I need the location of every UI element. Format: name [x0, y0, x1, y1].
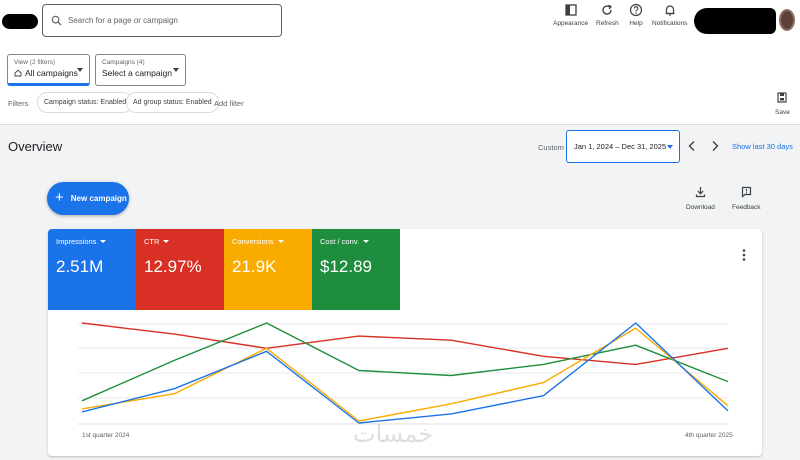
home-icon	[14, 69, 22, 77]
bell-icon	[665, 5, 675, 16]
save-icon	[777, 92, 788, 103]
download-icon	[695, 187, 706, 198]
date-range-picker[interactable]: Jan 1, 2024 – Dec 31, 2025	[566, 130, 680, 163]
metric-label: Cost / conv.	[320, 237, 360, 246]
chevron-down-icon	[363, 240, 370, 243]
campaign-picker-caption: Campaigns (4)	[102, 59, 145, 66]
feedback-button[interactable]: Feedback	[732, 186, 761, 211]
filter-toolbar: View (2 filters) All campaigns Campaigns…	[0, 45, 800, 125]
performance-chart	[78, 322, 729, 425]
filters-label: Filters	[8, 99, 29, 108]
metric-value: 2.51M	[56, 257, 104, 276]
filter-chip-campaign-status[interactable]: Campaign status: Enabled	[37, 92, 134, 113]
refresh-icon	[602, 4, 613, 15]
metric-label: CTR	[144, 237, 160, 246]
filter-chip-ad-group-status[interactable]: Ad group status: Enabled	[126, 92, 219, 113]
chevron-down-icon	[277, 240, 284, 243]
metric-tile-cost-per-conversion[interactable]: Cost / conv. $12.89	[312, 229, 400, 310]
feedback-icon	[741, 186, 751, 198]
metric-tile-conversions[interactable]: Conversions 21.9K	[224, 229, 312, 310]
help-icon	[629, 3, 643, 17]
show-last-30-days-link[interactable]: Show last 30 days	[732, 142, 793, 151]
metric-value: $12.89	[320, 257, 372, 276]
metric-value: 12.97%	[144, 257, 202, 276]
metric-tile-impressions[interactable]: Impressions 2.51M	[48, 229, 136, 310]
download-button[interactable]: Download	[686, 186, 715, 211]
appearance-icon	[564, 4, 577, 16]
series-line-conversions	[81, 327, 729, 422]
metric-tile-ctr[interactable]: CTR 12.97%	[136, 229, 224, 310]
view-picker-caption: View (2 filters)	[14, 59, 56, 66]
notifications-button[interactable]: Notifications	[652, 3, 687, 37]
date-range-value: Jan 1, 2024 – Dec 31, 2025	[574, 142, 667, 151]
x-axis-start-label: 1st quarter 2024	[82, 432, 130, 439]
search-input[interactable]	[68, 16, 268, 25]
help-button[interactable]: Help	[629, 3, 643, 37]
appearance-label: Appearance	[553, 20, 589, 27]
feedback-label: Feedback	[732, 204, 761, 211]
chevron-left-icon[interactable]	[687, 140, 697, 152]
save-label: Save	[775, 109, 790, 116]
campaign-picker[interactable]: Campaigns (4) Select a campaign	[95, 54, 186, 86]
metric-label: Conversions	[232, 237, 274, 246]
new-campaign-button[interactable]: + New campaign	[47, 182, 129, 215]
appearance-button[interactable]: Appearance	[553, 3, 588, 37]
date-range-mode-label: Custom	[538, 143, 564, 152]
view-picker-value: All campaigns	[25, 68, 78, 78]
x-axis-end-label: 4th quarter 2025	[685, 432, 733, 439]
notifications-label: Notifications	[652, 20, 688, 27]
page-title: Overview	[8, 139, 63, 154]
add-filter-button[interactable]: Add filter	[214, 99, 244, 108]
series-line-cost-conv	[81, 322, 729, 402]
search-icon	[51, 15, 62, 26]
save-button[interactable]: Save	[775, 92, 790, 116]
refresh-button[interactable]: Refresh	[596, 3, 619, 37]
refresh-label: Refresh	[596, 20, 619, 27]
plus-icon: +	[55, 189, 64, 206]
series-line-impressions	[81, 322, 729, 424]
metric-label: Impressions	[56, 237, 97, 246]
performance-card: Impressions 2.51M CTR 12.97% Conversions…	[48, 229, 762, 456]
redacted-logo	[2, 14, 38, 29]
search-box[interactable]	[42, 4, 282, 37]
watermark-logo: خمسات	[353, 420, 434, 448]
chevron-down-icon	[163, 240, 170, 243]
metric-value: 21.9K	[232, 257, 277, 276]
help-label: Help	[629, 20, 643, 27]
avatar[interactable]	[779, 9, 795, 31]
series-line-ctr	[81, 322, 729, 366]
redacted-account	[694, 8, 776, 34]
top-bar: Appearance Refresh Help Notifications	[0, 0, 800, 45]
download-label: Download	[686, 204, 715, 211]
chevron-down-icon	[667, 145, 673, 149]
chevron-down-icon	[100, 240, 107, 243]
more-options-icon[interactable]	[742, 248, 746, 262]
chevron-down-icon	[77, 68, 83, 72]
chevron-right-icon[interactable]	[710, 140, 720, 152]
chevron-down-icon	[173, 68, 179, 72]
view-picker[interactable]: View (2 filters) All campaigns	[7, 54, 90, 86]
campaign-picker-value: Select a campaign	[102, 68, 172, 78]
new-campaign-label: New campaign	[70, 194, 127, 203]
